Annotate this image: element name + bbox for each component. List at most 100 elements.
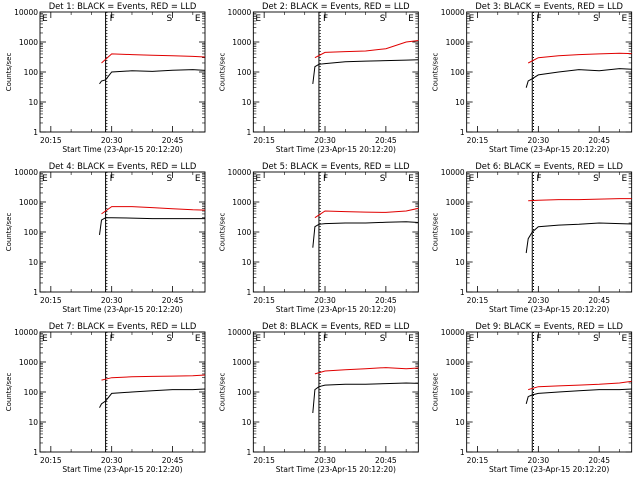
x-tick-label: 20:30: [314, 456, 336, 465]
plot-frame: [39, 171, 206, 293]
panel-title: Det 4: BLACK = Events, RED = LLD: [49, 161, 197, 171]
y-tick-label: 10: [242, 98, 252, 107]
y-tick-label: 100: [237, 388, 252, 397]
marker-letter: E: [622, 14, 628, 24]
marker-letter: E: [42, 14, 48, 24]
x-tick-label: 20:45: [588, 456, 610, 465]
y-tick-label: 10000: [14, 8, 38, 17]
plot-frame: [39, 11, 206, 133]
x-axis-label: Start Time (23-Apr-15 20:12:20): [62, 145, 182, 154]
y-tick-label: 100: [450, 228, 465, 237]
x-tick-label: 20:30: [101, 136, 123, 145]
marker-letter: F: [110, 174, 115, 184]
y-axis-label: Counts/sec: [5, 53, 13, 92]
y-tick-label: 10: [28, 258, 38, 267]
y-tick-label: 1: [33, 448, 38, 457]
x-tick-label: 20:30: [101, 456, 123, 465]
x-tick-label: 20:30: [528, 456, 550, 465]
marker-letter: S: [593, 14, 599, 24]
y-axis-label: Counts/sec: [218, 373, 226, 412]
y-tick-label: 1000: [19, 198, 38, 207]
x-tick-label: 20:30: [314, 136, 336, 145]
marker-letter: F: [536, 14, 541, 24]
lld-line: [528, 380, 632, 391]
marker-letter: E: [42, 174, 48, 184]
x-tick-label: 20:45: [588, 296, 610, 305]
events-line: [312, 221, 419, 248]
y-tick-label: 1000: [232, 38, 251, 47]
y-tick-label: 1: [247, 288, 252, 297]
detector-panel-7: Det 7: BLACK = Events, RED = LLD 1 10 100 10…: [5, 321, 206, 474]
marker-letter: F: [110, 14, 115, 24]
panel-title: Det 8: BLACK = Events, RED = LLD: [262, 321, 410, 331]
detector-panel-3: Det 3: BLACK = Events, RED = LLD 1 10 100 10…: [432, 1, 633, 154]
x-tick-label: 20:15: [40, 136, 62, 145]
marker-letter: E: [255, 334, 261, 344]
events-line: [99, 69, 205, 85]
marker-letter: E: [255, 174, 261, 184]
lld-line: [314, 367, 419, 375]
x-tick-label: 20:45: [375, 456, 397, 465]
x-axis-label: Start Time (23-Apr-15 20:12:20): [489, 145, 609, 154]
plot-frame: [466, 171, 633, 293]
marker-letter: F: [323, 174, 328, 184]
lld-line: [527, 52, 632, 64]
detector-panel-6: Det 6: BLACK = Events, RED = LLD 1 10 100 10…: [432, 161, 633, 314]
panel-title: Det 6: BLACK = Events, RED = LLD: [475, 161, 623, 171]
y-tick-label: 1000: [446, 198, 465, 207]
x-tick-label: 20:15: [253, 456, 275, 465]
marker-letter: S: [593, 174, 599, 184]
lld-line: [314, 40, 419, 59]
events-line: [525, 68, 632, 88]
detector-panel-1: Det 1: BLACK = Events, RED = LLD 1 10 100 10…: [5, 1, 206, 154]
x-tick-label: 20:45: [375, 296, 397, 305]
marker-letter: F: [536, 174, 541, 184]
y-tick-label: 100: [450, 68, 465, 77]
plot-frame: [252, 171, 419, 293]
y-axis-label: Counts/sec: [432, 53, 440, 92]
y-tick-label: 10: [455, 418, 465, 427]
y-tick-label: 100: [24, 388, 39, 397]
marker-letter: E: [195, 174, 201, 184]
x-tick-label: 20:15: [467, 136, 489, 145]
y-tick-label: 1: [460, 128, 465, 137]
x-tick-label: 20:15: [467, 296, 489, 305]
y-tick-label: 10: [28, 418, 38, 427]
y-tick-label: 10: [455, 258, 465, 267]
y-tick-label: 1: [460, 448, 465, 457]
y-tick-label: 100: [24, 228, 39, 237]
panel-title: Det 2: BLACK = Events, RED = LLD: [262, 1, 410, 11]
plot-frame: [39, 331, 206, 453]
marker-letter: E: [469, 14, 475, 24]
y-axis-label: Counts/sec: [5, 373, 13, 412]
y-axis-label: Counts/sec: [218, 213, 226, 252]
x-tick-label: 20:15: [40, 296, 62, 305]
marker-letter: E: [408, 14, 414, 24]
y-tick-label: 100: [24, 68, 39, 77]
marker-letter: E: [42, 334, 48, 344]
marker-letter: E: [195, 334, 201, 344]
y-tick-label: 10000: [14, 168, 38, 177]
detector-panel-5: Det 5: BLACK = Events, RED = LLD 1 10 100 10…: [218, 161, 419, 314]
y-axis-label: Counts/sec: [218, 53, 226, 92]
marker-letter: F: [110, 334, 115, 344]
marker-letter: E: [469, 334, 475, 344]
y-tick-label: 100: [450, 388, 465, 397]
events-line: [99, 217, 205, 235]
y-tick-label: 1: [247, 128, 252, 137]
x-axis-label: Start Time (23-Apr-15 20:12:20): [276, 465, 396, 474]
x-axis-label: Start Time (23-Apr-15 20:12:20): [276, 145, 396, 154]
y-axis-label: Counts/sec: [5, 213, 13, 252]
panel-title: Det 9: BLACK = Events, RED = LLD: [475, 321, 623, 331]
detector-panel-4: Det 4: BLACK = Events, RED = LLD 1 10 100 10…: [5, 161, 206, 314]
x-tick-label: 20:30: [528, 136, 550, 145]
x-axis-label: Start Time (23-Apr-15 20:12:20): [62, 465, 182, 474]
x-tick-label: 20:30: [314, 296, 336, 305]
x-tick-label: 20:45: [162, 296, 184, 305]
y-tick-label: 1: [247, 448, 252, 457]
x-tick-label: 20:15: [467, 456, 489, 465]
y-tick-label: 1000: [446, 38, 465, 47]
marker-letter: S: [380, 174, 386, 184]
detector-panel-9: Det 9: BLACK = Events, RED = LLD 1 10 100 10…: [432, 321, 633, 474]
marker-letter: E: [469, 174, 475, 184]
